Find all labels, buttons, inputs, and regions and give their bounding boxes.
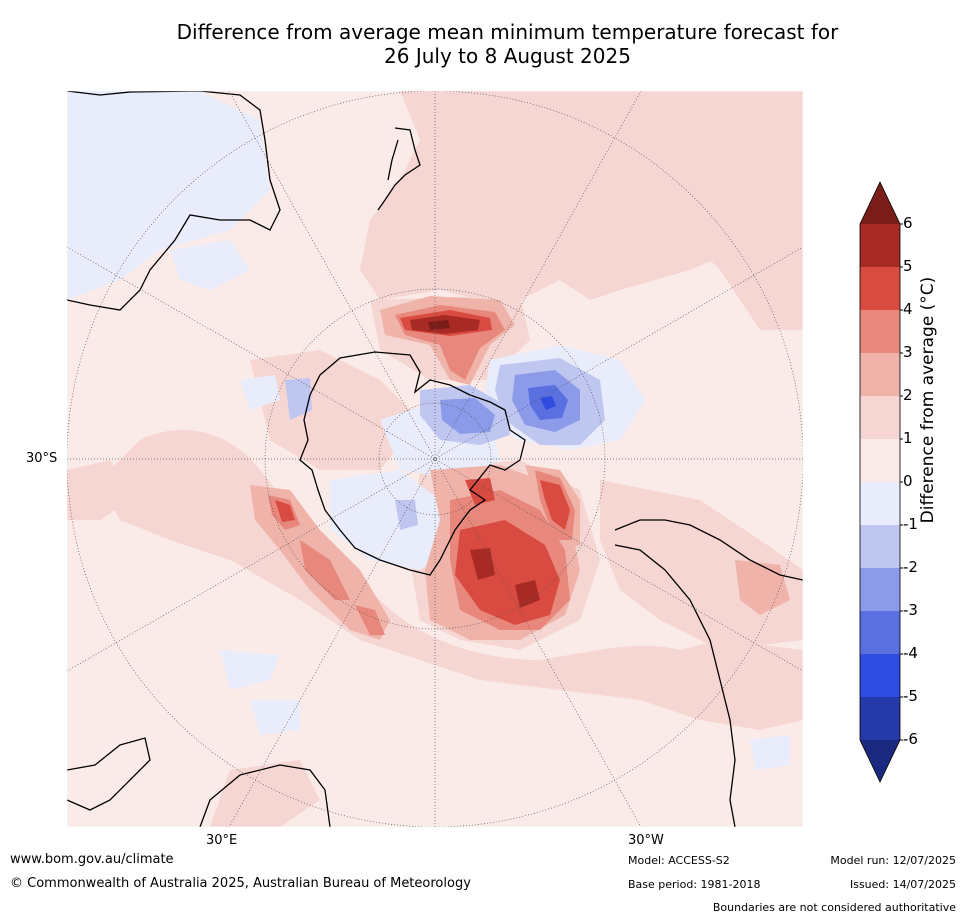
colorbar-segment-cm2_m1 <box>860 525 900 568</box>
lon-label-30e: 30°E <box>206 833 238 848</box>
colorbar-segment-cm6_m5 <box>860 697 900 740</box>
map-title: Difference from average mean minimum tem… <box>60 20 955 68</box>
graticule <box>67 91 803 827</box>
colorbar-segment-c0_1 <box>860 439 900 482</box>
colorbar-extend-bottom <box>860 740 900 782</box>
colorbar-tick--1: -1 <box>903 515 918 533</box>
anomaly-m5-m4-regions <box>540 396 556 410</box>
colorbar-tick--3: -3 <box>903 601 918 619</box>
colorbar-segment-c2_3 <box>860 353 900 396</box>
footer-url[interactable]: www.bom.gov.au/climate <box>10 852 174 867</box>
colorbar-segment-cm3_m2 <box>860 568 900 611</box>
colorbar-tick-5: 5 <box>903 257 913 275</box>
colorbar-tick-6: 6 <box>903 214 913 232</box>
colorbar-title: Difference from average (°C) <box>918 276 938 524</box>
colorbar-tick-4: 4 <box>903 300 913 318</box>
map-frame <box>66 90 804 828</box>
colorbar-tick-2: 2 <box>903 386 913 404</box>
lon-label-30w: 30°W <box>628 833 664 848</box>
colorbar-tick-1: 1 <box>903 429 913 447</box>
colorbar-tick--4: -4 <box>903 644 918 662</box>
colorbar-segments <box>859 181 903 783</box>
colorbar-segment-c4_5 <box>860 267 900 310</box>
footer-model: Model: ACCESS-S2 <box>628 854 730 867</box>
anomaly-above6-regions <box>428 320 450 330</box>
colorbar-tick--6: -6 <box>903 730 918 748</box>
colorbar-tick-0: 0 <box>903 472 913 490</box>
footer-disclaimer: Boundaries are not considered authoritat… <box>712 901 956 914</box>
colorbar-segment-c5_6 <box>860 224 900 267</box>
new-zealand-coast <box>377 127 421 211</box>
africa-coast <box>67 737 151 811</box>
southern-africa-coast <box>199 764 331 827</box>
colorbar-segment-c1_2 <box>860 396 900 439</box>
lat-label-30s: 30°S <box>26 451 58 466</box>
footer-copyright: © Commonwealth of Australia 2025, Austra… <box>10 876 471 891</box>
title-line-1: Difference from average mean minimum tem… <box>176 20 839 44</box>
colorbar-tick--2: -2 <box>903 558 918 576</box>
colorbar-segment-cm4_m3 <box>860 611 900 654</box>
footer-base-period: Base period: 1981-2018 <box>628 878 761 891</box>
footer-model-run: Model run: 12/07/2025 <box>830 854 956 867</box>
colorbar-segment-cm1_0 <box>860 482 900 525</box>
australia-coast <box>67 91 281 311</box>
footer-issued: Issued: 14/07/2025 <box>849 878 956 891</box>
colorbar-segment-cm5_m4 <box>860 654 900 697</box>
colorbar-extend-top <box>860 182 900 224</box>
colorbar-tick-3: 3 <box>903 343 913 361</box>
colorbar-tick--5: -5 <box>903 687 918 705</box>
south-america-coast <box>614 519 803 827</box>
colorbar-segment-c3_4 <box>860 310 900 353</box>
title-line-2: 26 July to 8 August 2025 <box>384 44 631 68</box>
